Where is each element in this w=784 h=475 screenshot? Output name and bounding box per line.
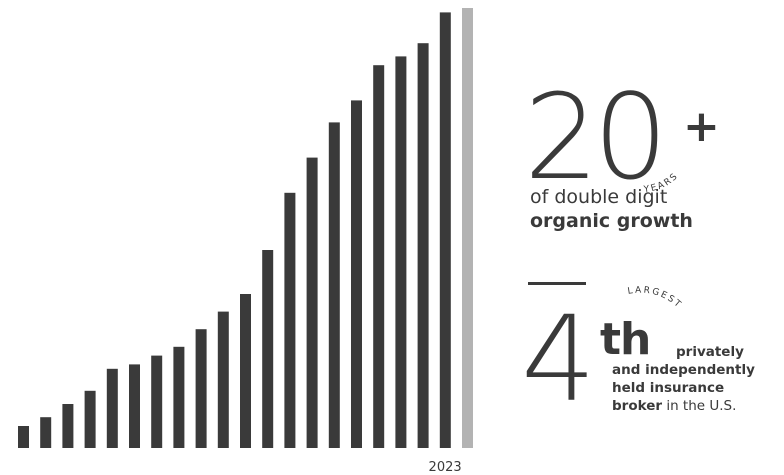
rank-desc-line4: broker in the U.S. [612,398,736,415]
bar-19 [417,43,429,448]
rank-desc-line4-rest: in the U.S. [662,398,737,414]
largest-unit: LARGEST [627,286,682,311]
bar-18 [395,56,407,449]
rank-desc-line4-bold: broker [612,398,663,414]
bar-1 [18,426,29,448]
bar-16 [351,100,362,449]
rank-desc-line1: privately [676,344,744,360]
bar-4 [84,390,96,448]
rank-number: 4 [521,290,597,428]
bar-5 [106,368,118,448]
bar-20 [439,12,451,449]
bar-14 [306,157,318,448]
rank-suffix: th [600,314,651,365]
bar-7 [151,355,163,448]
years-arc-label: YEARS [642,171,679,195]
rank-desc-line3: held insurance [612,380,725,396]
bar-15 [328,122,340,449]
bar-8 [173,346,185,448]
svg-text:LARGEST: LARGEST [627,286,684,311]
bar-11 [240,294,251,448]
x-tick-label: 2023 [429,460,462,475]
bar-2 [40,417,52,448]
bar-12 [262,250,274,448]
rank-desc-line2: and independently [612,362,755,378]
bar-9 [195,329,207,448]
largest-arc-label: LARGEST [627,286,684,311]
bar-17 [373,65,385,448]
section-divider [528,282,586,285]
bar-6 [129,364,140,448]
years-number: 20 [524,68,668,206]
growth-desc-text: of double digit [530,186,668,208]
bar-13 [284,192,296,448]
growth-bar-chart: 2023 [18,8,473,475]
growth-description: of double digit organic growth [530,185,710,233]
bar-highlight [462,8,473,448]
bar-3 [62,404,74,448]
growth-desc-bold: organic growth [530,210,693,232]
bar-10 [217,311,229,448]
plus-sign: + [683,101,720,152]
